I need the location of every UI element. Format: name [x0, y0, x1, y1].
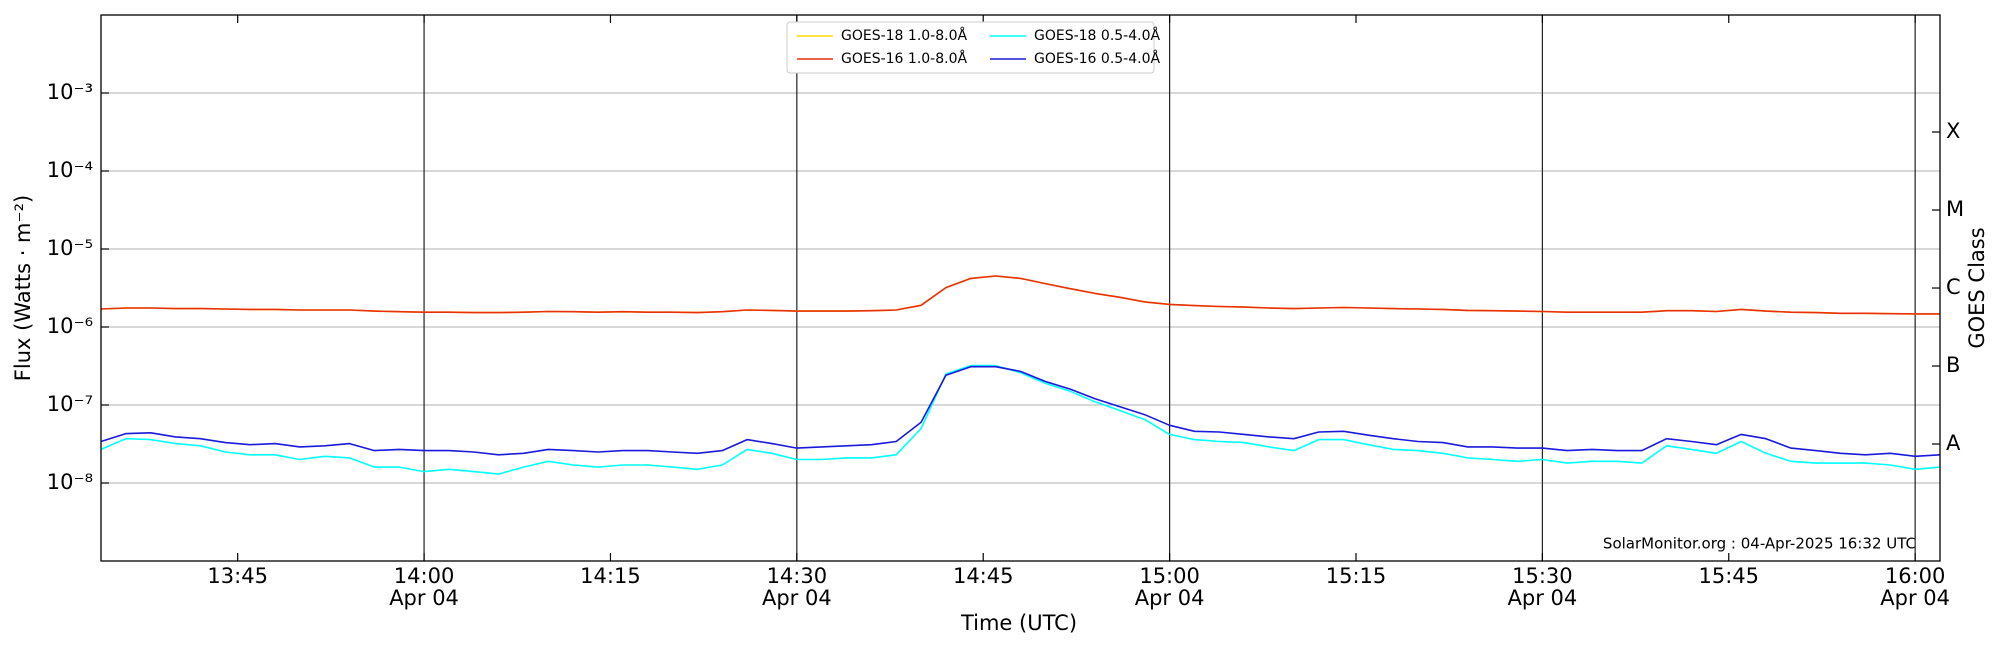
y-axis-label: Flux (Watts · m⁻²) — [11, 195, 35, 381]
x-tick-label: 15:30 — [1512, 564, 1573, 588]
y2-tick-label: C — [1946, 275, 1961, 299]
series-line — [100, 364, 1941, 475]
legend-label: GOES-18 1.0-8.0Å — [841, 27, 967, 44]
x-tick-date: Apr 04 — [1135, 586, 1205, 610]
annotation: SolarMonitor.org : 04-Apr-2025 16:32 UTC — [1603, 535, 1916, 553]
x-tick-date: Apr 04 — [1508, 586, 1578, 610]
legend-label: GOES-16 0.5-4.0Å — [1034, 50, 1160, 67]
plot-frame — [100, 14, 1941, 562]
x-tick-label: 14:30 — [767, 564, 828, 588]
series-line — [100, 275, 1940, 315]
legend-box — [786, 21, 1155, 74]
series-line — [100, 275, 1940, 315]
y2-tick-label: X — [1946, 119, 1960, 143]
y-tick-label: 10⁻⁴ — [47, 158, 93, 182]
x-tick-label: 13:45 — [207, 564, 268, 588]
y-tick-label: 10⁻⁶ — [47, 314, 93, 338]
x-tick-date: Apr 04 — [762, 586, 832, 610]
x-tick-date: Apr 04 — [1880, 586, 1950, 610]
y2-tick-label: M — [1946, 197, 1964, 221]
x-tick-label: 14:00 — [394, 564, 455, 588]
y2-tick-label: A — [1946, 431, 1961, 455]
y-tick-label: 10⁻⁷ — [47, 392, 93, 416]
x-tick-date: Apr 04 — [389, 586, 459, 610]
x-tick-label: 16:00 — [1885, 564, 1946, 588]
y-tick-label: 10⁻⁵ — [47, 236, 93, 260]
x-axis-label: Time (UTC) — [960, 611, 1077, 635]
x-tick-label: 15:15 — [1326, 564, 1387, 588]
y-tick-label: 10⁻⁸ — [47, 470, 93, 494]
y-tick-label: 10⁻³ — [47, 80, 93, 104]
x-tick-label: 15:45 — [1698, 564, 1759, 588]
legend-label: GOES-16 1.0-8.0Å — [841, 50, 967, 67]
y2-axis-label: GOES Class — [1965, 227, 1989, 348]
y2-tick-label: B — [1946, 353, 1960, 377]
legend-label: GOES-18 0.5-4.0Å — [1034, 27, 1160, 44]
x-tick-label: 15:00 — [1139, 564, 1200, 588]
series-line — [100, 365, 1941, 458]
legend: GOES-18 1.0-8.0Å GOES-16 1.0-8.0Å GOES-18 … — [786, 21, 1160, 74]
x-tick-label: 14:15 — [580, 564, 641, 588]
x-tick-label: 14:45 — [953, 564, 1014, 588]
